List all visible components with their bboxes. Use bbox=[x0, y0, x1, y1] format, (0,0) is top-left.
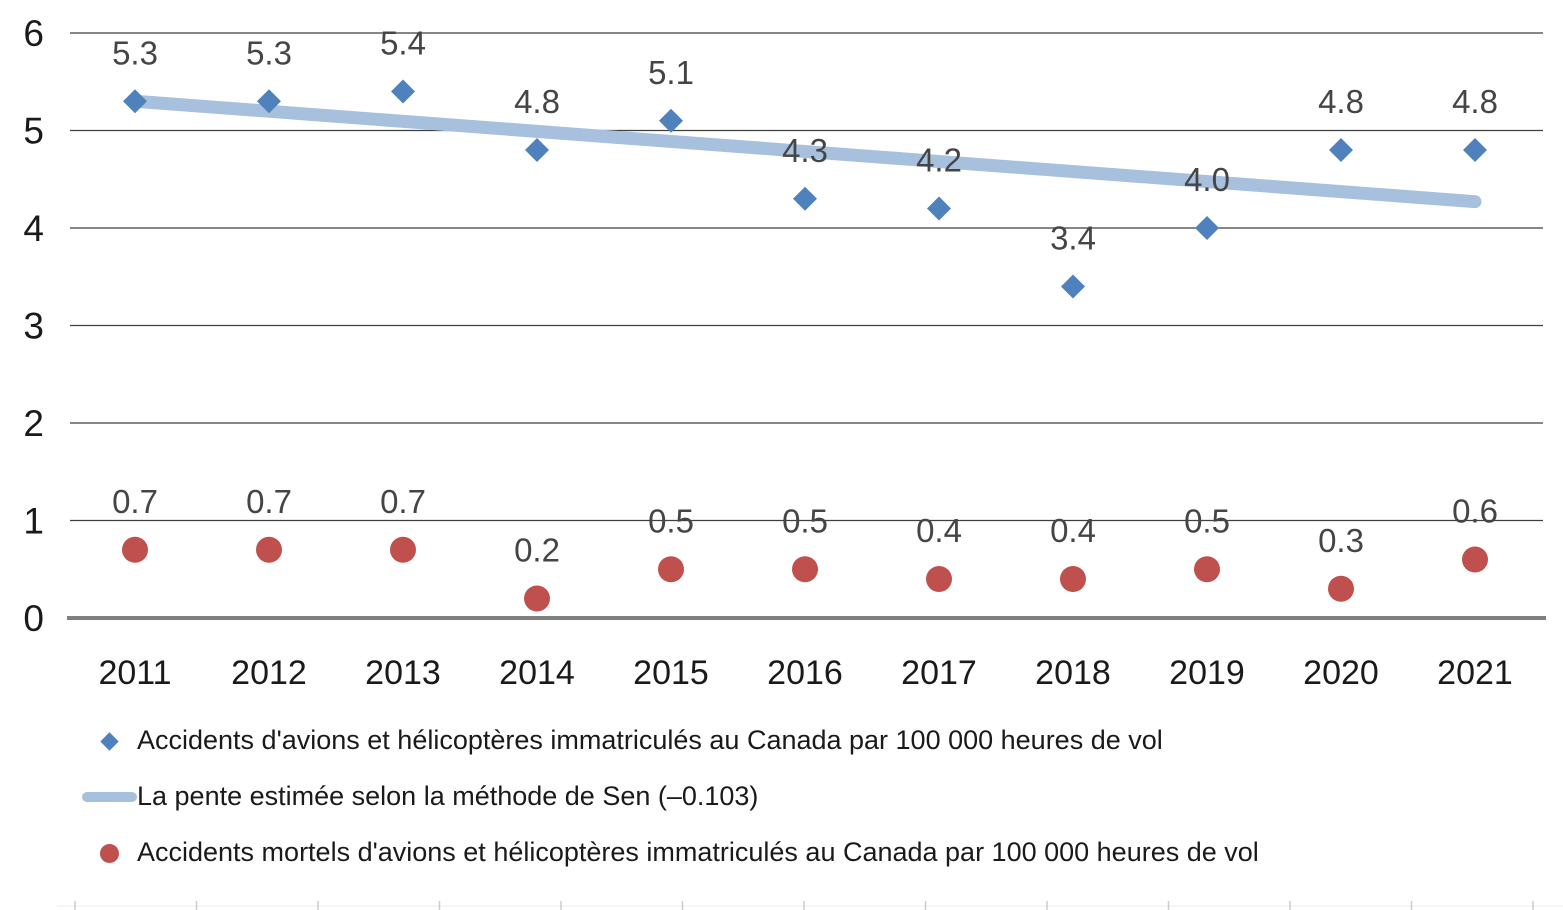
x-tick-label: 2016 bbox=[767, 654, 843, 692]
data-label: 4.0 bbox=[1184, 161, 1230, 198]
data-label: 0.7 bbox=[246, 483, 292, 520]
data-label: 4.8 bbox=[1318, 83, 1364, 120]
data-point-circle bbox=[1060, 566, 1086, 592]
data-point-diamond bbox=[793, 186, 817, 211]
data-point-diamond bbox=[1463, 138, 1487, 162]
data-label: 0.2 bbox=[514, 532, 560, 569]
data-label: 0.4 bbox=[1050, 512, 1096, 549]
data-point-circle bbox=[122, 536, 148, 563]
data-label: 4.2 bbox=[916, 142, 962, 179]
data-point-diamond bbox=[257, 89, 281, 114]
circle-marker-icon bbox=[100, 843, 119, 863]
data-label: 4.3 bbox=[782, 132, 828, 169]
data-point-circle bbox=[926, 566, 952, 592]
legend-marker-box bbox=[82, 838, 137, 868]
data-point-diamond bbox=[525, 138, 549, 162]
data-label: 5.3 bbox=[112, 34, 158, 71]
data-label: 0.5 bbox=[782, 502, 828, 539]
data-point-diamond bbox=[659, 108, 683, 133]
data-point-circle bbox=[1328, 575, 1354, 602]
data-label: 3.4 bbox=[1050, 220, 1096, 257]
data-label: 0.4 bbox=[916, 512, 962, 549]
legend-item-accidents: Accidents d'avions et hélicoptères immat… bbox=[82, 713, 1259, 769]
legend: Accidents d'avions et hélicoptères immat… bbox=[82, 713, 1259, 881]
y-tick-label: 5 bbox=[23, 111, 44, 152]
trend-line-icon bbox=[82, 792, 137, 802]
data-point-circle bbox=[524, 585, 550, 612]
data-point-circle bbox=[1194, 556, 1220, 583]
data-point-circle bbox=[792, 556, 818, 583]
legend-item-sen-slope: La pente estimée selon la méthode de Sen… bbox=[82, 769, 1259, 825]
data-point-circle bbox=[1462, 546, 1488, 573]
sen-trend-line bbox=[128, 94, 1482, 209]
data-point-diamond bbox=[391, 79, 415, 104]
data-point-circle bbox=[390, 536, 416, 563]
x-tick-label: 2018 bbox=[1035, 654, 1111, 692]
data-label: 0.7 bbox=[380, 483, 426, 520]
data-label: 0.5 bbox=[1184, 502, 1230, 539]
data-label: 5.4 bbox=[380, 25, 426, 62]
data-point-diamond bbox=[123, 89, 147, 114]
data-point-diamond bbox=[1329, 138, 1353, 162]
diamond-marker-icon bbox=[100, 731, 119, 751]
x-tick-label: 2014 bbox=[499, 654, 575, 692]
y-tick-label: 0 bbox=[23, 598, 44, 639]
data-label: 4.8 bbox=[1452, 83, 1498, 120]
legend-label-accidents: Accidents d'avions et hélicoptères immat… bbox=[137, 724, 1163, 755]
data-label: 0.7 bbox=[112, 483, 158, 520]
y-tick-label: 2 bbox=[23, 403, 44, 444]
data-label: 0.5 bbox=[648, 502, 694, 539]
legend-label-fatal-accidents: Accidents mortels d'avions et hélicoptèr… bbox=[137, 836, 1259, 867]
x-tick-label: 2021 bbox=[1437, 654, 1513, 692]
legend-label-sen-slope: La pente estimée selon la méthode de Sen… bbox=[137, 780, 759, 811]
x-tick-label: 2015 bbox=[633, 654, 709, 692]
x-tick-label: 2017 bbox=[901, 654, 977, 692]
x-tick-label: 2013 bbox=[365, 654, 441, 692]
x-tick-label: 2019 bbox=[1169, 654, 1245, 692]
y-tick-label: 4 bbox=[23, 208, 44, 249]
legend-marker-box bbox=[82, 726, 137, 756]
data-label: 5.3 bbox=[246, 34, 292, 71]
x-tick-label: 2020 bbox=[1303, 654, 1379, 692]
data-point-diamond bbox=[927, 196, 951, 221]
legend-marker-box bbox=[82, 782, 137, 812]
data-label: 0.3 bbox=[1318, 522, 1364, 559]
data-point-diamond bbox=[1195, 216, 1219, 240]
x-tick-label: 2011 bbox=[98, 654, 171, 692]
data-point-circle bbox=[256, 536, 282, 563]
data-point-circle bbox=[658, 556, 684, 583]
y-tick-label: 3 bbox=[23, 306, 44, 347]
x-tick-label: 2012 bbox=[231, 654, 307, 692]
data-point-diamond bbox=[1061, 274, 1085, 299]
data-label: 4.8 bbox=[514, 83, 560, 120]
y-tick-label: 6 bbox=[23, 13, 44, 54]
legend-item-fatal-accidents: Accidents mortels d'avions et hélicoptèr… bbox=[82, 825, 1259, 881]
data-label: 0.6 bbox=[1452, 493, 1498, 530]
y-tick-label: 1 bbox=[23, 501, 44, 542]
data-label: 5.1 bbox=[648, 54, 694, 91]
